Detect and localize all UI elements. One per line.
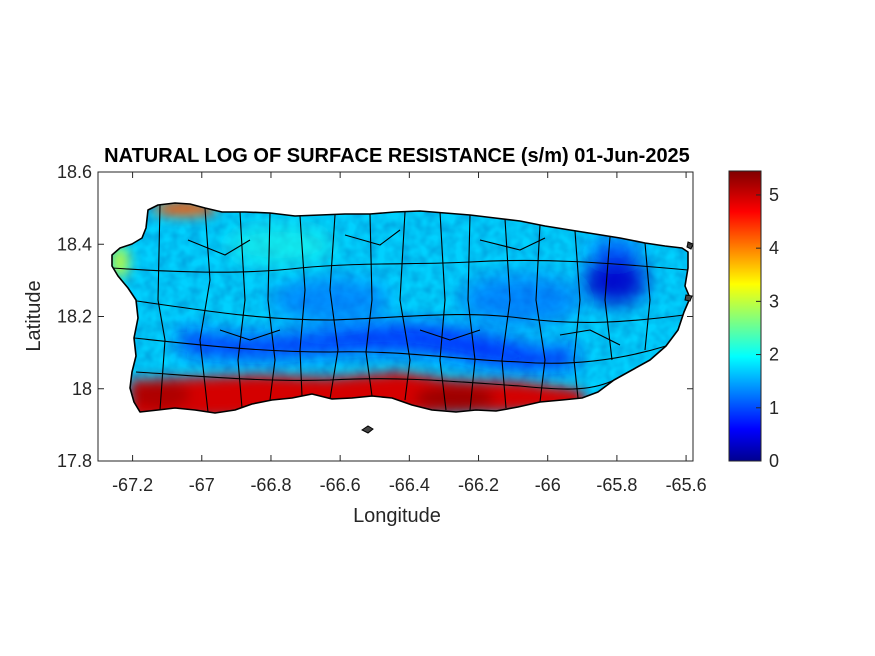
colorbar-tick-label: 5 <box>769 185 779 205</box>
colorbar-tick-label: 0 <box>769 451 779 471</box>
y-tick-label: 18 <box>72 379 92 399</box>
east-central-low-region <box>460 275 580 325</box>
municipality-border <box>344 229 401 246</box>
municipality-border <box>535 224 546 403</box>
municipality-border <box>199 207 211 413</box>
colorbar-ticks: 0 1 2 3 4 5 <box>756 185 779 471</box>
municipality-border <box>439 211 447 411</box>
x-tick-label: -66 <box>535 475 561 495</box>
y-tick-label: 18.2 <box>57 307 92 327</box>
y-axis-label: Latitude <box>23 280 45 351</box>
municipality-border <box>135 371 615 390</box>
inland-low-region <box>270 278 390 322</box>
municipality-border <box>644 242 651 351</box>
municipality-border <box>467 214 476 411</box>
x-tick-label: -66.4 <box>389 475 430 495</box>
colorbar-tick-label: 1 <box>769 398 779 418</box>
x-tick-label: -65.6 <box>666 475 707 495</box>
island-coastline <box>111 202 691 414</box>
municipality-border <box>329 214 339 400</box>
colorbar-tick-label: 4 <box>769 238 779 258</box>
municipality-border <box>559 329 621 346</box>
west-coast-region <box>112 246 129 278</box>
municipality-border <box>399 211 411 401</box>
municipality-border <box>501 218 511 409</box>
x-tick-label: -67.2 <box>112 475 153 495</box>
colorbar-tick-label: 3 <box>769 291 779 311</box>
x-axis-label: Longitude <box>353 505 441 527</box>
x-tick-label: -67 <box>189 475 215 495</box>
x-axis: -67.2 -67 -66.8 -66.6 -66.4 -66.2 -66 -65.8 -65.… <box>112 172 707 495</box>
municipality-border <box>267 212 276 401</box>
y-tick-label: 18.6 <box>57 162 92 182</box>
northeast-low-region <box>590 240 640 264</box>
y-axis: 17.8 18 18.2 18.4 18.6 <box>57 162 693 471</box>
municipality-border <box>133 337 667 364</box>
el-yunque-region <box>583 260 647 304</box>
x-tick-label: -66.8 <box>250 475 291 495</box>
colorbar-tick-label: 2 <box>769 345 779 365</box>
southwest-coast-region <box>130 381 190 409</box>
municipality-border <box>237 211 246 409</box>
municipality-border <box>479 237 546 251</box>
colorbar <box>728 170 762 462</box>
municipality-border <box>573 230 581 399</box>
value-regions <box>180 225 647 369</box>
north-central-region <box>225 225 335 265</box>
municipality-border <box>365 213 373 397</box>
east-islet <box>684 294 693 302</box>
municipality-border <box>299 215 306 397</box>
municipality-border <box>219 329 281 341</box>
municipality-border <box>129 299 685 323</box>
x-tick-label: -65.8 <box>596 475 637 495</box>
municipality-border <box>187 239 251 256</box>
municipality-border <box>419 329 481 341</box>
municipality-borders <box>112 204 689 413</box>
x-tick-label: -66.6 <box>320 475 361 495</box>
caja-de-muertos-islet <box>361 425 374 434</box>
municipality-border <box>157 204 166 411</box>
y-tick-label: 18.4 <box>57 234 92 254</box>
x-tick-label: -66.2 <box>458 475 499 495</box>
central-ridge-region <box>180 325 575 369</box>
y-tick-label: 17.8 <box>57 451 92 471</box>
chart-title: NATURAL LOG OF SURFACE RESISTANCE (s/m) … <box>104 145 690 167</box>
guanica-coast-region <box>415 386 495 410</box>
